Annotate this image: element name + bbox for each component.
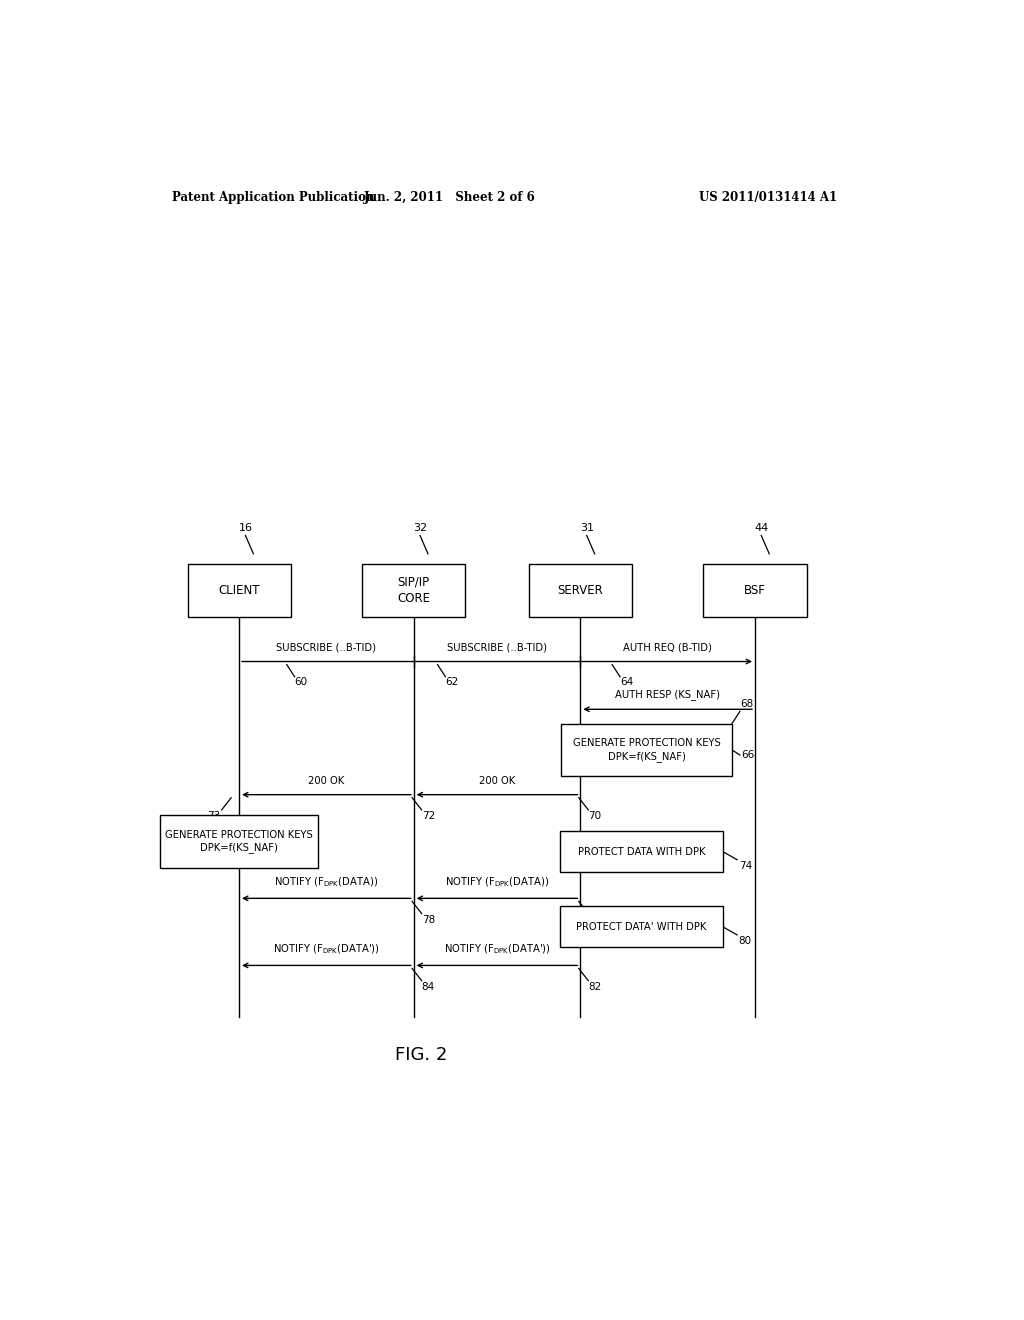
Text: 82: 82: [588, 982, 601, 991]
Text: 44: 44: [754, 524, 768, 533]
Text: US 2011/0131414 A1: US 2011/0131414 A1: [699, 190, 838, 203]
Text: 31: 31: [580, 524, 594, 533]
FancyBboxPatch shape: [362, 564, 465, 616]
Text: 68: 68: [740, 700, 754, 709]
Text: 76: 76: [588, 915, 601, 924]
FancyBboxPatch shape: [187, 564, 291, 616]
Text: Jun. 2, 2011   Sheet 2 of 6: Jun. 2, 2011 Sheet 2 of 6: [364, 190, 536, 203]
FancyBboxPatch shape: [561, 723, 732, 776]
Text: NOTIFY (F$_{\rm DPK}$(DATA)): NOTIFY (F$_{\rm DPK}$(DATA)): [274, 875, 379, 890]
Text: 66: 66: [741, 750, 755, 760]
Text: Patent Application Publication: Patent Application Publication: [172, 190, 374, 203]
Text: PROTECT DATA WITH DPK: PROTECT DATA WITH DPK: [578, 846, 706, 857]
Text: NOTIFY (F$_{\rm DPK}$(DATA')): NOTIFY (F$_{\rm DPK}$(DATA')): [273, 942, 380, 956]
FancyBboxPatch shape: [528, 564, 632, 616]
Text: 80: 80: [738, 936, 752, 946]
Text: 32: 32: [413, 524, 427, 533]
Text: 84: 84: [422, 982, 435, 991]
FancyBboxPatch shape: [560, 832, 723, 873]
Text: 78: 78: [422, 915, 435, 924]
Text: 200 OK: 200 OK: [308, 776, 344, 785]
Text: SERVER: SERVER: [557, 583, 603, 597]
Text: AUTH RESP (KS_NAF): AUTH RESP (KS_NAF): [615, 689, 720, 700]
Text: BSF: BSF: [744, 583, 766, 597]
Text: 64: 64: [620, 677, 633, 686]
Text: 60: 60: [295, 677, 308, 686]
Text: AUTH REQ (B-TID): AUTH REQ (B-TID): [624, 643, 712, 652]
Text: NOTIFY (F$_{\rm DPK}$(DATA)): NOTIFY (F$_{\rm DPK}$(DATA)): [445, 875, 549, 890]
Text: 70: 70: [588, 810, 601, 821]
Text: PROTECT DATA' WITH DPK: PROTECT DATA' WITH DPK: [577, 921, 707, 932]
Text: SUBSCRIBE (..B-TID): SUBSCRIBE (..B-TID): [276, 643, 377, 652]
Text: FIG. 2: FIG. 2: [395, 1045, 447, 1064]
Text: 200 OK: 200 OK: [479, 776, 515, 785]
Text: SIP/IP
CORE: SIP/IP CORE: [397, 576, 430, 605]
Text: SUBSCRIBE (..B-TID): SUBSCRIBE (..B-TID): [447, 643, 547, 652]
Text: CLIENT: CLIENT: [218, 583, 260, 597]
Text: GENERATE PROTECTION KEYS
DPK=f(KS_NAF): GENERATE PROTECTION KEYS DPK=f(KS_NAF): [165, 830, 313, 853]
Text: NOTIFY (F$_{\rm DPK}$(DATA')): NOTIFY (F$_{\rm DPK}$(DATA')): [443, 942, 551, 956]
FancyBboxPatch shape: [560, 907, 723, 948]
FancyBboxPatch shape: [703, 564, 807, 616]
Text: 73: 73: [207, 810, 220, 821]
Text: 16: 16: [239, 524, 253, 533]
Text: GENERATE PROTECTION KEYS
DPK=f(KS_NAF): GENERATE PROTECTION KEYS DPK=f(KS_NAF): [572, 738, 721, 762]
Text: 74: 74: [738, 861, 752, 871]
Text: 62: 62: [445, 677, 459, 686]
FancyBboxPatch shape: [160, 814, 318, 867]
Text: 72: 72: [422, 810, 435, 821]
